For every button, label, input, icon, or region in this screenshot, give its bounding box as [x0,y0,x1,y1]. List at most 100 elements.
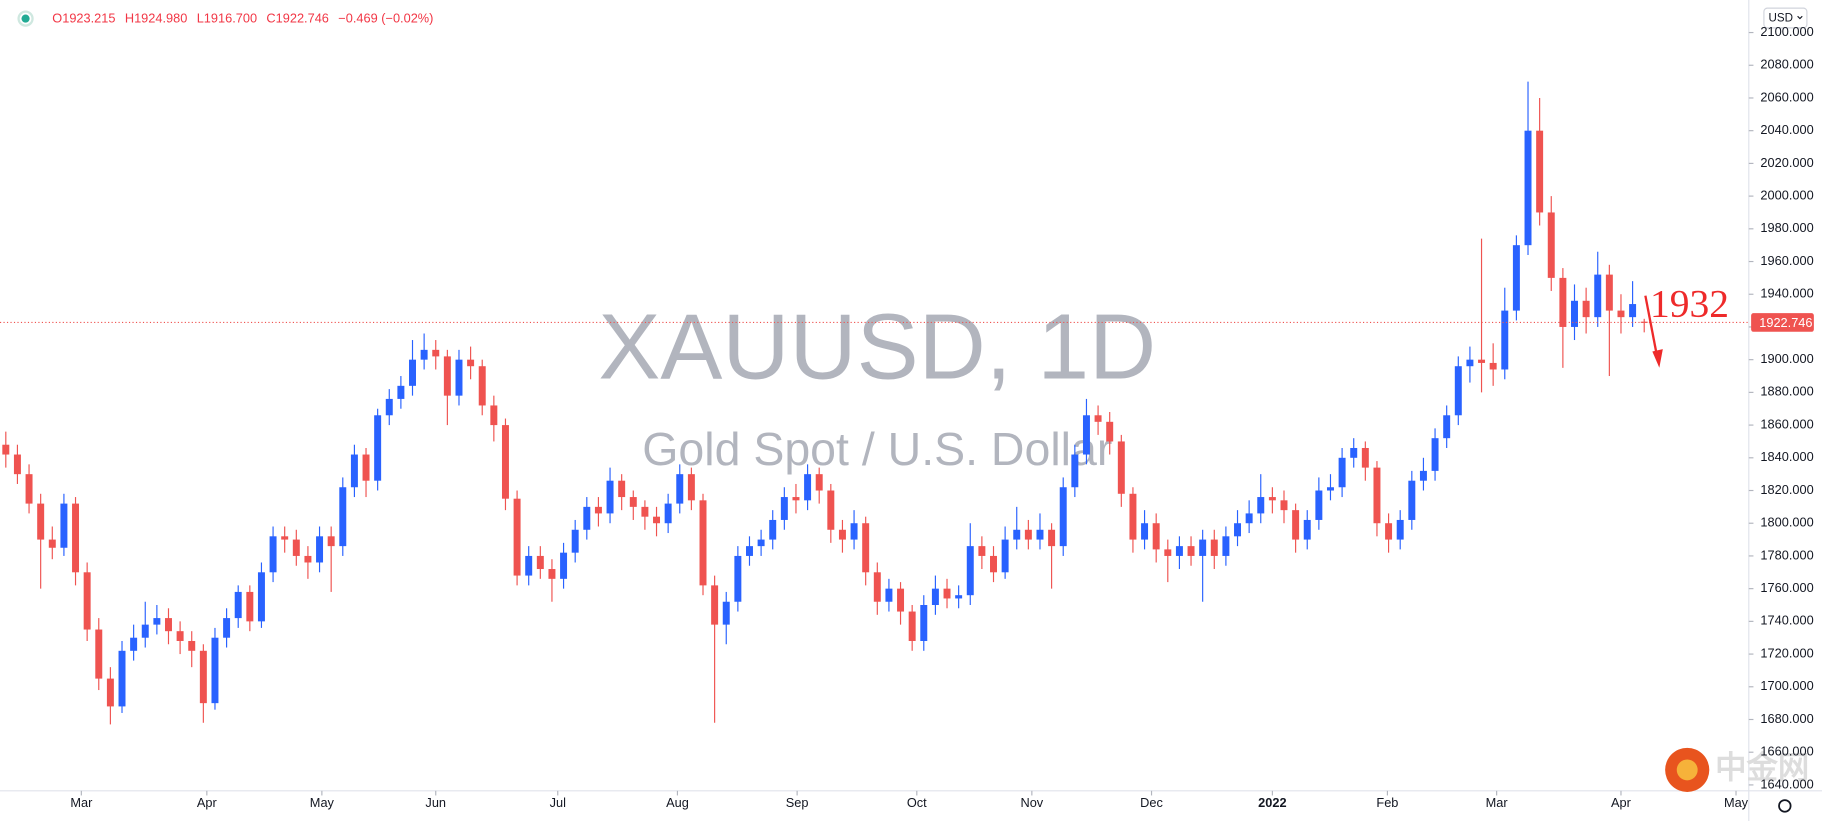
candle-body [1454,366,1462,416]
candle-body [281,536,289,540]
candle-body [838,529,846,540]
candle-body [443,356,451,396]
candle-body [745,546,753,556]
annotation-arrowhead [1652,349,1663,368]
candle-body [13,454,21,475]
candle-body [257,572,265,622]
candle-body [1129,493,1137,540]
candle-body [606,480,614,514]
y-tick-label: 2080.000 [1760,57,1813,72]
candle-body [1013,529,1021,540]
candle-body [1617,310,1625,318]
candle-body [1501,310,1509,370]
y-tick-label: 2020.000 [1760,155,1813,170]
candle-body [1315,490,1323,520]
y-tick-label: 1700.000 [1760,678,1813,693]
candle-body [1094,415,1102,422]
candle-body [664,503,672,524]
legend-close: C1922.746 [266,11,328,26]
candle-body [1536,130,1544,213]
candle-body [571,529,579,553]
x-tick-label: Mar [1486,795,1509,810]
candle-body [223,618,231,638]
y-tick-label: 1820.000 [1760,482,1813,497]
candle-body [420,349,428,360]
legend-high: H1924.980 [125,11,187,26]
candle-body [1292,510,1300,540]
candle-body [165,618,172,632]
y-tick-label: 1640.000 [1760,776,1813,791]
candle-body [455,359,463,396]
candle-body [327,536,335,547]
watermark-title: XAUUSD, 1D [598,295,1156,399]
candle-body [1361,447,1369,468]
candle-body [990,555,997,573]
candle-body [560,552,568,579]
candle-body [501,425,509,499]
y-tick-label: 1740.000 [1760,613,1813,628]
watermark-subtitle: Gold Spot / U.S. Dollar [642,423,1112,475]
x-tick-label: Apr [197,795,218,810]
candle-body [304,555,312,563]
candle-body [1571,300,1578,327]
x-tick-label: Jul [550,795,566,810]
candle-body [873,572,881,602]
candle-body [1222,536,1230,556]
legend-text: O1923.215 H1924.980 L1916.700 C1922.746 … [52,11,433,26]
legend-low: L1916.700 [197,11,257,26]
candle-body [1245,513,1253,524]
currency-button[interactable]: USD [1763,7,1808,29]
candle-body [1443,415,1451,439]
y-tick-label: 1660.000 [1760,744,1813,759]
candle-body [1338,457,1346,488]
candle-body [897,588,905,612]
candle-body [711,585,719,625]
candle-body [1187,546,1195,556]
candle-body [1152,523,1160,550]
candle-body [60,503,68,548]
x-tick-label: May [310,795,335,810]
y-tick-label: 1940.000 [1760,286,1813,301]
y-tick-label: 1760.000 [1760,580,1813,595]
candle-body [1234,523,1242,537]
candle-body [1431,438,1439,471]
candle-body [95,629,103,679]
candle-body [734,555,742,602]
candle-body [1524,130,1532,246]
candle-body [827,490,835,530]
candle-body [25,474,33,504]
candle-body [1036,529,1044,540]
candle-body [385,398,393,416]
candle-body [548,569,556,579]
candle-body [118,650,126,707]
candle-body [269,536,277,573]
candle-body [83,572,91,630]
last-price-tag [1751,313,1814,332]
y-tick-label: 2040.000 [1760,122,1813,137]
candle-body [908,611,916,641]
candle-body [1326,487,1334,491]
settings-icon[interactable] [1778,799,1792,813]
x-tick-label: 2022 [1258,795,1286,810]
candle-body [397,385,405,399]
candle-body [1594,274,1602,318]
y-tick-label: 1980.000 [1760,220,1813,235]
currency-label[interactable]: USD [1769,12,1794,25]
candle-body [1082,415,1090,455]
candle-body [513,498,521,576]
candle-body [467,359,475,367]
gear[interactable] [1778,799,1792,813]
currency-box[interactable] [1763,7,1808,29]
candle-body [188,640,196,651]
status-dot [21,14,30,23]
status-ring [17,10,34,27]
candle-body [490,405,498,426]
candle-body [292,539,300,556]
logo-text: 中金网 [1715,749,1809,785]
candle-body [1071,454,1079,488]
candle-body [699,500,707,586]
candle-body [141,624,149,638]
y-tick-label: 1880.000 [1760,384,1813,399]
candle-body [374,415,382,481]
